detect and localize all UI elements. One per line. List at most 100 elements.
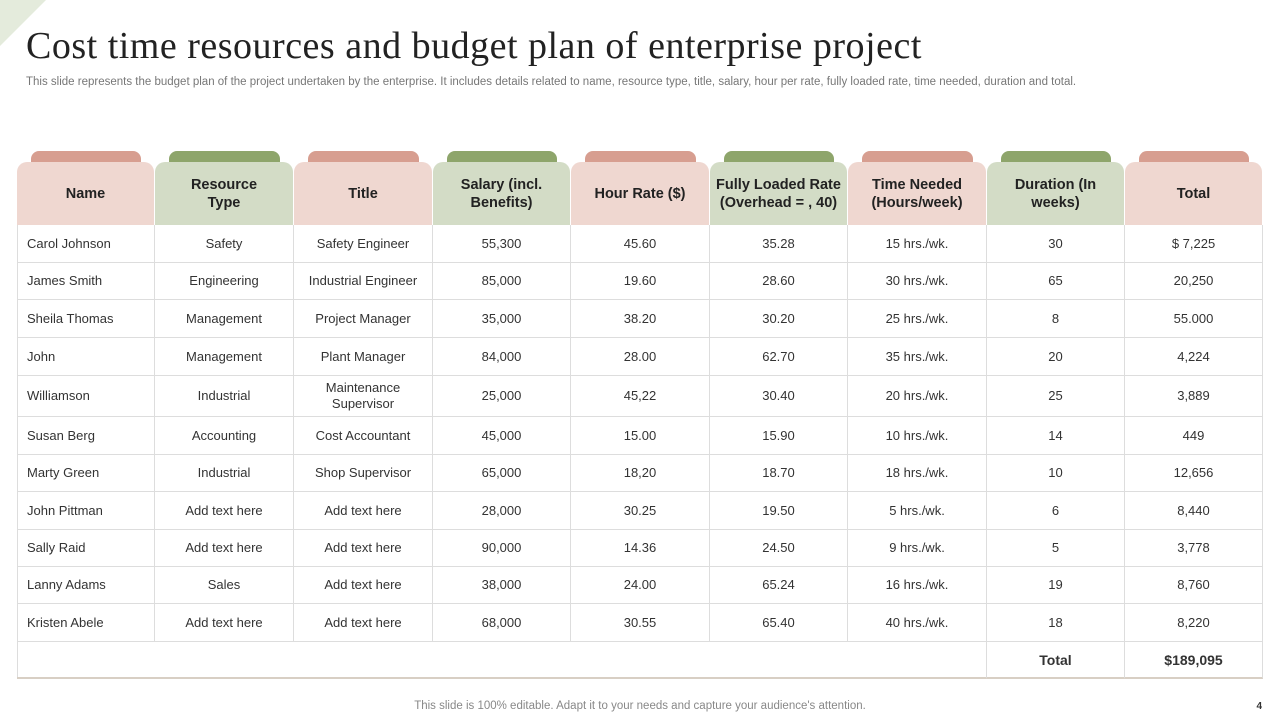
table-cell: Add text here	[294, 604, 433, 642]
table-cell: Add text here	[294, 530, 433, 567]
table-cell: 15.90	[710, 417, 848, 455]
table-cell: 9 hrs./wk.	[848, 530, 987, 567]
table-cell: 62.70	[710, 338, 848, 376]
table-cell: Cost Accountant	[294, 417, 433, 455]
table-cell: $ 7,225	[1125, 225, 1263, 263]
column-header: Hour Rate ($)	[571, 162, 709, 225]
column-header: Total	[1125, 162, 1262, 225]
table-cell: Lanny Adams	[17, 567, 155, 604]
table-cell: 14	[987, 417, 1125, 455]
table-cell: Add text here	[294, 567, 433, 604]
table-cell: 25 hrs./wk.	[848, 300, 987, 338]
table-cell: 16 hrs./wk.	[848, 567, 987, 604]
table-cell: 14.36	[571, 530, 710, 567]
table-cell: Marty Green	[17, 455, 155, 492]
table-cell: Safety	[155, 225, 294, 263]
table-cell: 65,000	[433, 455, 571, 492]
column-header: Salary (incl. Benefits)	[433, 162, 570, 225]
column-header: Duration (In weeks)	[987, 162, 1124, 225]
table-cell: Management	[155, 338, 294, 376]
table-cell: 20	[987, 338, 1125, 376]
slide-title: Cost time resources and budget plan of e…	[26, 25, 922, 67]
table-cell: 4,224	[1125, 338, 1263, 376]
slide-subtitle: This slide represents the budget plan of…	[26, 76, 1077, 88]
table-cell: Add text here	[155, 604, 294, 642]
table-cell: 30.25	[571, 492, 710, 530]
total-label: Total	[987, 642, 1125, 679]
table-cell: Management	[155, 300, 294, 338]
column-header: Name	[17, 162, 154, 225]
table-cell: Add text here	[155, 492, 294, 530]
table-cell: 65	[987, 263, 1125, 300]
table-cell: 45,22	[571, 376, 710, 417]
table-cell: 25	[987, 376, 1125, 417]
corner-decoration	[0, 0, 46, 46]
table-cell: John	[17, 338, 155, 376]
table-left-border	[17, 225, 18, 679]
table-cell: 6	[987, 492, 1125, 530]
footer-note: This slide is 100% editable. Adapt it to…	[414, 700, 866, 712]
table-cell: Sheila Thomas	[17, 300, 155, 338]
table-cell: 15 hrs./wk.	[848, 225, 987, 263]
column-header: Resource Type	[155, 162, 293, 225]
table-cell: James Smith	[17, 263, 155, 300]
column-header: Title	[294, 162, 432, 225]
table-cell: 20 hrs./wk.	[848, 376, 987, 417]
table-cell: 5 hrs./wk.	[848, 492, 987, 530]
column-header: Fully Loaded Rate (Overhead = , 40)	[710, 162, 847, 225]
table-cell: 28.60	[710, 263, 848, 300]
table-cell: 38,000	[433, 567, 571, 604]
table-cell: Engineering	[155, 263, 294, 300]
table-cell: 19	[987, 567, 1125, 604]
table-cell: Industrial	[155, 455, 294, 492]
table-cell: Williamson	[17, 376, 155, 417]
table-cell: 30.40	[710, 376, 848, 417]
table-cell: 30	[987, 225, 1125, 263]
table-cell: Safety Engineer	[294, 225, 433, 263]
table-cell: Industrial	[155, 376, 294, 417]
table-cell: 38.20	[571, 300, 710, 338]
total-value: $189,095	[1125, 642, 1263, 679]
table-cell: 35 hrs./wk.	[848, 338, 987, 376]
table-cell: Project Manager	[294, 300, 433, 338]
table-cell: 90,000	[433, 530, 571, 567]
table-cell: Shop Supervisor	[294, 455, 433, 492]
table-cell: 12,656	[1125, 455, 1263, 492]
table-cell: 45,000	[433, 417, 571, 455]
table-cell: 8,220	[1125, 604, 1263, 642]
table-cell: Add text here	[294, 492, 433, 530]
table-cell: 28,000	[433, 492, 571, 530]
table-cell: 19.60	[571, 263, 710, 300]
table-cell: 55,300	[433, 225, 571, 263]
table-cell: 25,000	[433, 376, 571, 417]
table-cell: 8,760	[1125, 567, 1263, 604]
table-cell: 65.24	[710, 567, 848, 604]
table-cell: 19.50	[710, 492, 848, 530]
table-cell: Susan Berg	[17, 417, 155, 455]
table-cell: John Pittman	[17, 492, 155, 530]
column-header: Time Needed (Hours/week)	[848, 162, 986, 225]
table-cell: 24.50	[710, 530, 848, 567]
table-cell: 35,000	[433, 300, 571, 338]
table-cell: 18.70	[710, 455, 848, 492]
table-cell: Maintenance Supervisor	[294, 376, 433, 417]
table-cell: 84,000	[433, 338, 571, 376]
table-cell: 3,778	[1125, 530, 1263, 567]
table-cell: 8	[987, 300, 1125, 338]
table-cell: 18 hrs./wk.	[848, 455, 987, 492]
total-spacer	[17, 642, 987, 679]
table-cell: Sally Raid	[17, 530, 155, 567]
table-cell: Accounting	[155, 417, 294, 455]
table-cell: 40 hrs./wk.	[848, 604, 987, 642]
table-cell: 15.00	[571, 417, 710, 455]
table-cell: Sales	[155, 567, 294, 604]
table-cell: 8,440	[1125, 492, 1263, 530]
table-cell: 85,000	[433, 263, 571, 300]
table-cell: 28.00	[571, 338, 710, 376]
table-cell: 18	[987, 604, 1125, 642]
table-cell: 20,250	[1125, 263, 1263, 300]
table-cell: Carol Johnson	[17, 225, 155, 263]
page-number: 4	[1256, 701, 1262, 712]
table-cell: 5	[987, 530, 1125, 567]
